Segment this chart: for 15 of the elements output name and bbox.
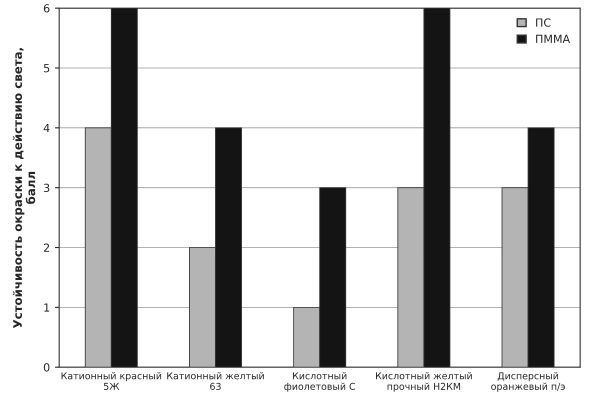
y-axis-title: Устойчивость окраски к действию света, балл (12, 48, 36, 328)
x-tick-label: Кислотный фиолетовый С (284, 372, 356, 392)
y-tick-label: 6 (44, 4, 50, 13)
x-tick-label: Катионный красный 5Ж (62, 372, 162, 390)
y-tick-label: 0 (44, 363, 50, 372)
y-tick-label: 3 (44, 184, 50, 192)
x-tick-label: Дисперсный оранжевый п/э (491, 372, 565, 392)
x-tick-label: Кислотный желтый прочный Н2КМ (376, 372, 472, 392)
legend-label: ПС (536, 18, 551, 27)
y-tick-label: 4 (44, 124, 50, 132)
y-tick-label: 5 (44, 64, 50, 72)
y-tick-label: 2 (44, 243, 50, 252)
legend-label: ПММА (536, 34, 570, 43)
x-tick-label: Катионный желтый 63 (167, 372, 264, 390)
y-tick-label: 1 (44, 303, 50, 312)
